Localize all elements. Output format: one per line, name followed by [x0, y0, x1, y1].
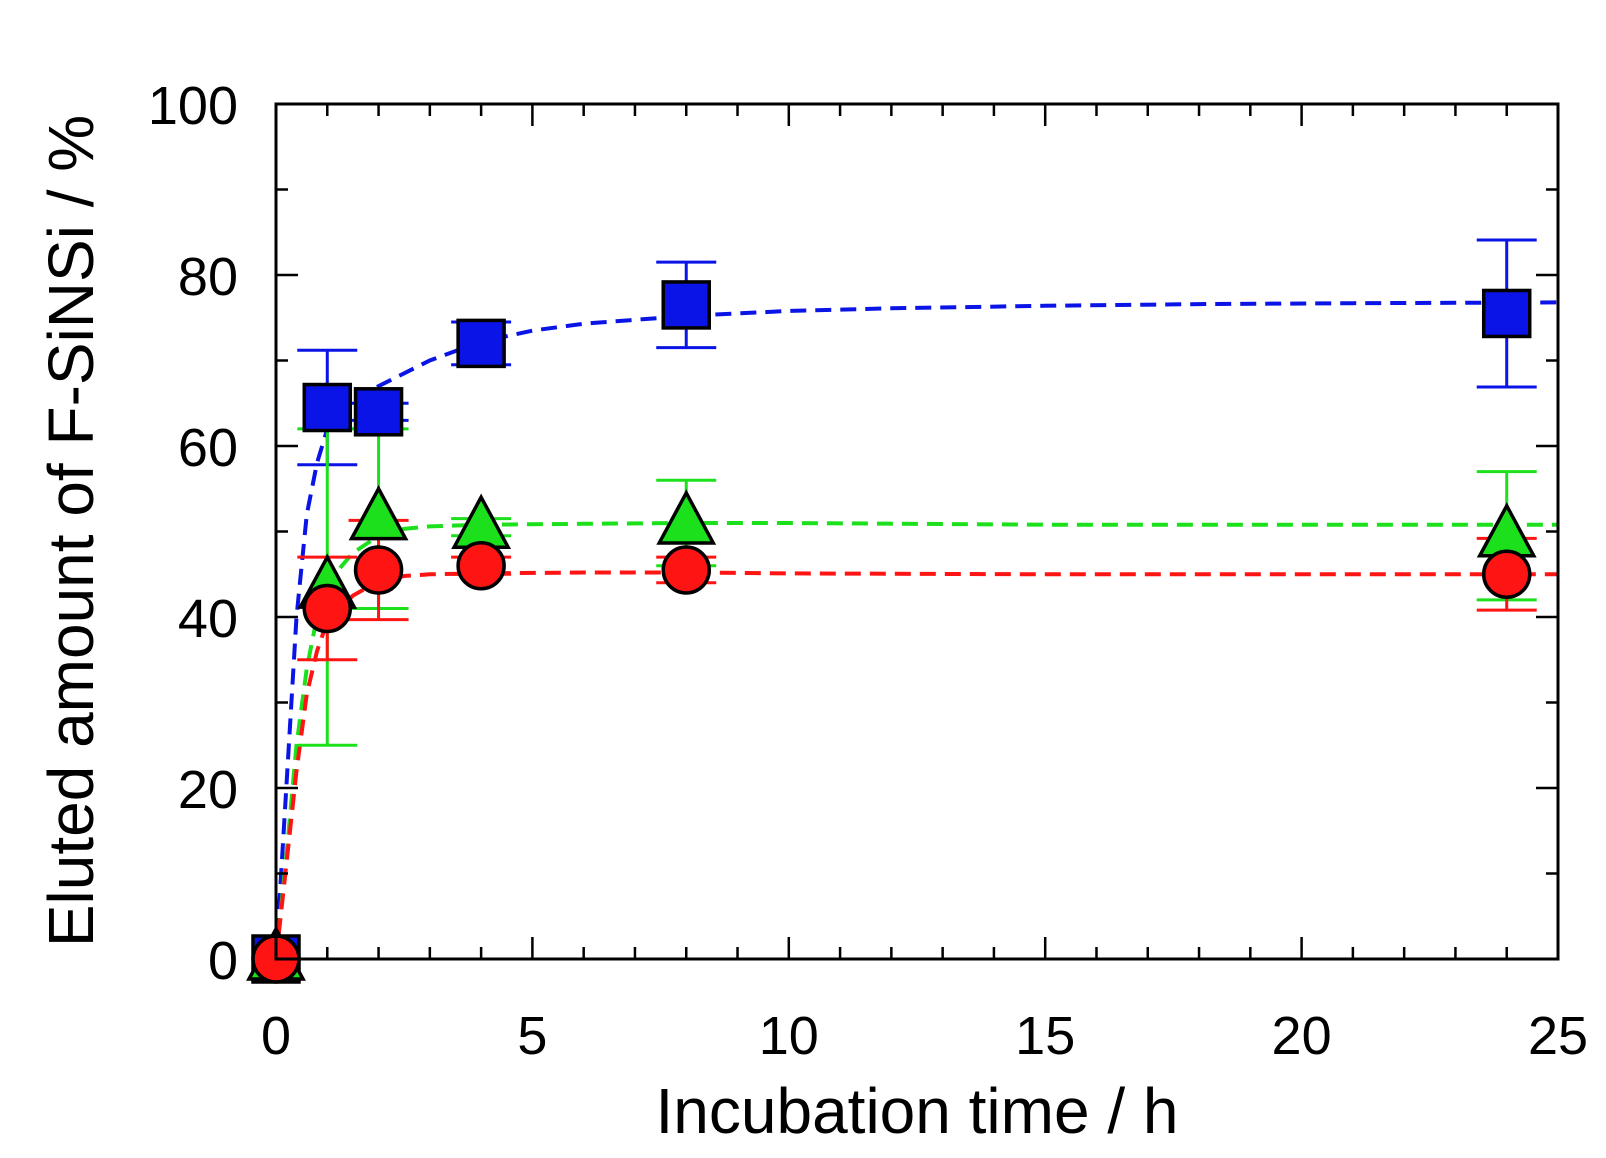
- y-tick-label: 100: [148, 76, 238, 136]
- circle-fit-curve: [274, 570, 1558, 960]
- square-marker: [661, 280, 711, 330]
- x-tick-label: 20: [1272, 1006, 1332, 1066]
- square-marker: [353, 387, 404, 437]
- error-bars: [297, 238, 1537, 747]
- x-tick-label: 5: [517, 1006, 547, 1066]
- x-tick-label: 0: [261, 1006, 291, 1066]
- square-marker: [456, 318, 506, 369]
- x-tick-label: 25: [1528, 1006, 1588, 1066]
- circle-marker: [1481, 549, 1532, 599]
- triangle-marker: [1476, 502, 1537, 558]
- x-tick-label: 10: [759, 1006, 819, 1066]
- circle-marker: [661, 545, 711, 595]
- y-tick-label: 60: [178, 418, 238, 478]
- circle-marker: [302, 583, 353, 634]
- y-tick-label: 0: [208, 931, 238, 991]
- square-fit-curve: [274, 300, 1559, 960]
- circle-marker: [456, 540, 506, 591]
- x-tick-label: 15: [1015, 1006, 1075, 1066]
- x-axis-title: Incubation time / h: [656, 1075, 1179, 1147]
- y-tick-label: 40: [178, 589, 238, 649]
- axis-ticks: 0 5 10 15 20 25 0 20 40 60 80 100: [148, 76, 1588, 1066]
- square-marker: [1481, 288, 1532, 339]
- circle-marker: [353, 545, 404, 595]
- y-tick-label: 20: [178, 760, 238, 820]
- y-tick-label: 80: [178, 247, 238, 307]
- data-markers: [246, 280, 1537, 984]
- fit-curves: [274, 300, 1559, 960]
- triangle-marker: [348, 484, 409, 541]
- square-marker: [302, 382, 353, 433]
- y-axis-title: Eluted amount of F-SiNSi / %: [35, 115, 107, 947]
- triangle-marker: [451, 493, 512, 549]
- triangle-marker: [656, 489, 717, 545]
- triangle-fit-curve: [274, 521, 1558, 960]
